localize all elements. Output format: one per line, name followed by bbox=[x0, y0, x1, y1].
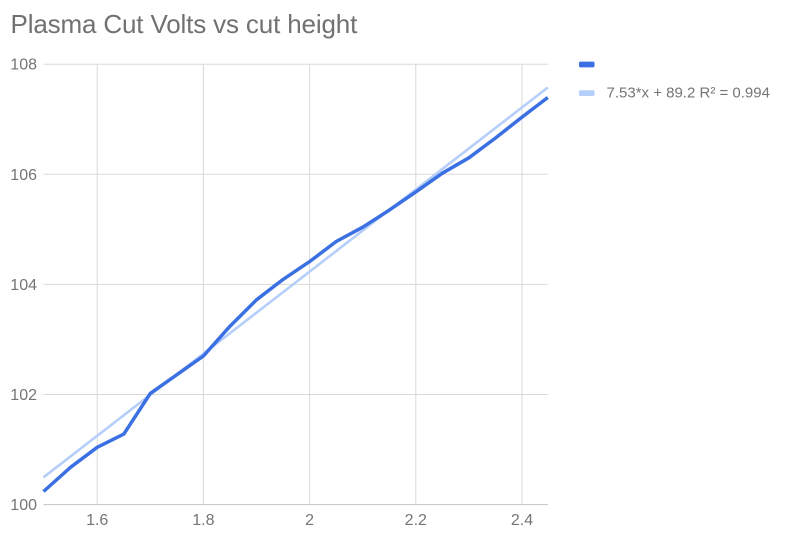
svg-text:1.8: 1.8 bbox=[192, 512, 214, 529]
svg-text:Plasma Cut Volts vs cut height: Plasma Cut Volts vs cut height bbox=[11, 9, 359, 39]
svg-text:2.4: 2.4 bbox=[511, 512, 533, 529]
svg-text:106: 106 bbox=[10, 167, 37, 184]
svg-text:102: 102 bbox=[10, 387, 37, 404]
svg-text:108: 108 bbox=[10, 57, 37, 74]
svg-text:1.6: 1.6 bbox=[86, 512, 108, 529]
svg-text:2.2: 2.2 bbox=[405, 512, 427, 529]
svg-text:2: 2 bbox=[305, 512, 314, 529]
svg-text:7.53*x + 89.2 R² = 0.994: 7.53*x + 89.2 R² = 0.994 bbox=[607, 85, 770, 102]
svg-text:104: 104 bbox=[10, 277, 37, 294]
svg-text:100: 100 bbox=[10, 497, 37, 514]
